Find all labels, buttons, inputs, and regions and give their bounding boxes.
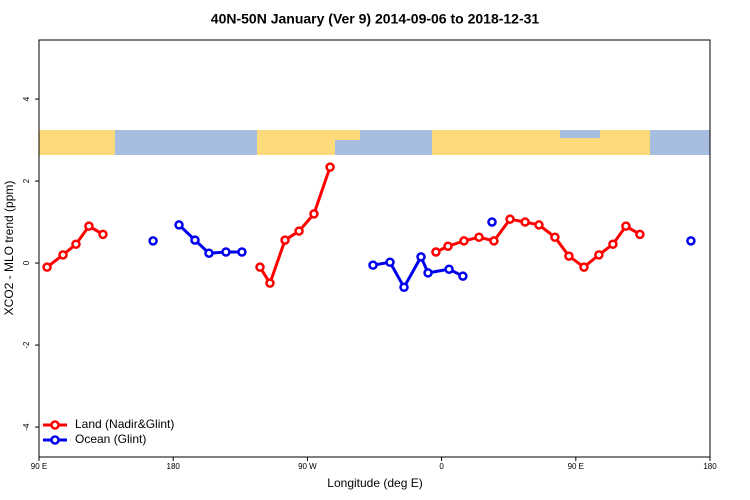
data-point [520,217,530,227]
data-point [42,262,52,272]
data-point [204,248,214,258]
data-point [686,236,696,246]
y-axis-label: XCO2 - MLO trend (ppm) [2,181,16,316]
data-point [474,232,484,242]
data-point [579,262,589,272]
legend-label: Land (Nadir&Glint) [75,417,174,431]
data-point [564,251,574,261]
x-tick-label: 90 W [298,462,317,471]
y-tick-label: -4 [22,423,31,431]
x-tick-label: 0 [439,462,444,471]
y-tick-label: -2 [22,341,31,349]
data-point [148,236,158,246]
data-point [255,262,265,272]
data-point [608,239,618,249]
data-point [489,236,499,246]
data-point [505,214,515,224]
data-point [444,264,454,274]
data-point [385,257,395,267]
data-point [221,247,231,257]
x-tick-label: 90 E [31,462,47,471]
data-point [325,162,335,172]
data-point [487,217,497,227]
chart-title: 40N-50N January (Ver 9) 2014-09-06 to 20… [211,11,540,27]
data-point [635,229,645,240]
data-point [368,260,378,270]
x-axis-label: Longitude (deg E) [327,476,422,490]
data-point [443,241,453,251]
data-point [71,239,81,249]
data-point [458,271,468,281]
data-point [309,209,319,219]
legend-marker [50,435,60,445]
y-tick-label: 0 [22,260,31,265]
x-tick-label: 180 [703,462,717,471]
y-tick-label: 4 [22,96,31,101]
map-strip [39,130,710,155]
data-point [399,282,409,292]
data-point [431,247,441,257]
data-point [265,278,275,288]
sea-patch [560,130,600,138]
legend-label: Ocean (Glint) [75,432,146,446]
data-point [550,232,560,242]
data-point [459,236,469,246]
land-band [257,130,335,155]
data-point [98,229,108,240]
data-point [280,235,290,245]
x-tick-label: 180 [167,462,181,471]
data-point [594,250,604,260]
data-point [534,220,544,230]
data-point [190,235,200,245]
plot-frame [38,39,711,458]
data-point [237,247,247,257]
data-point [423,268,433,278]
land-band [335,130,360,140]
y-tick-label: 2 [22,178,31,183]
legend-marker [50,420,60,430]
data-point [84,221,94,231]
data-point [416,252,426,262]
data-point [621,221,631,231]
series-line [258,166,332,287]
x-tick-label: 90 E [568,462,584,471]
land-band [432,130,650,155]
data-point [58,250,68,260]
land-band [39,130,115,155]
data-point [294,226,304,236]
data-point [174,220,184,230]
